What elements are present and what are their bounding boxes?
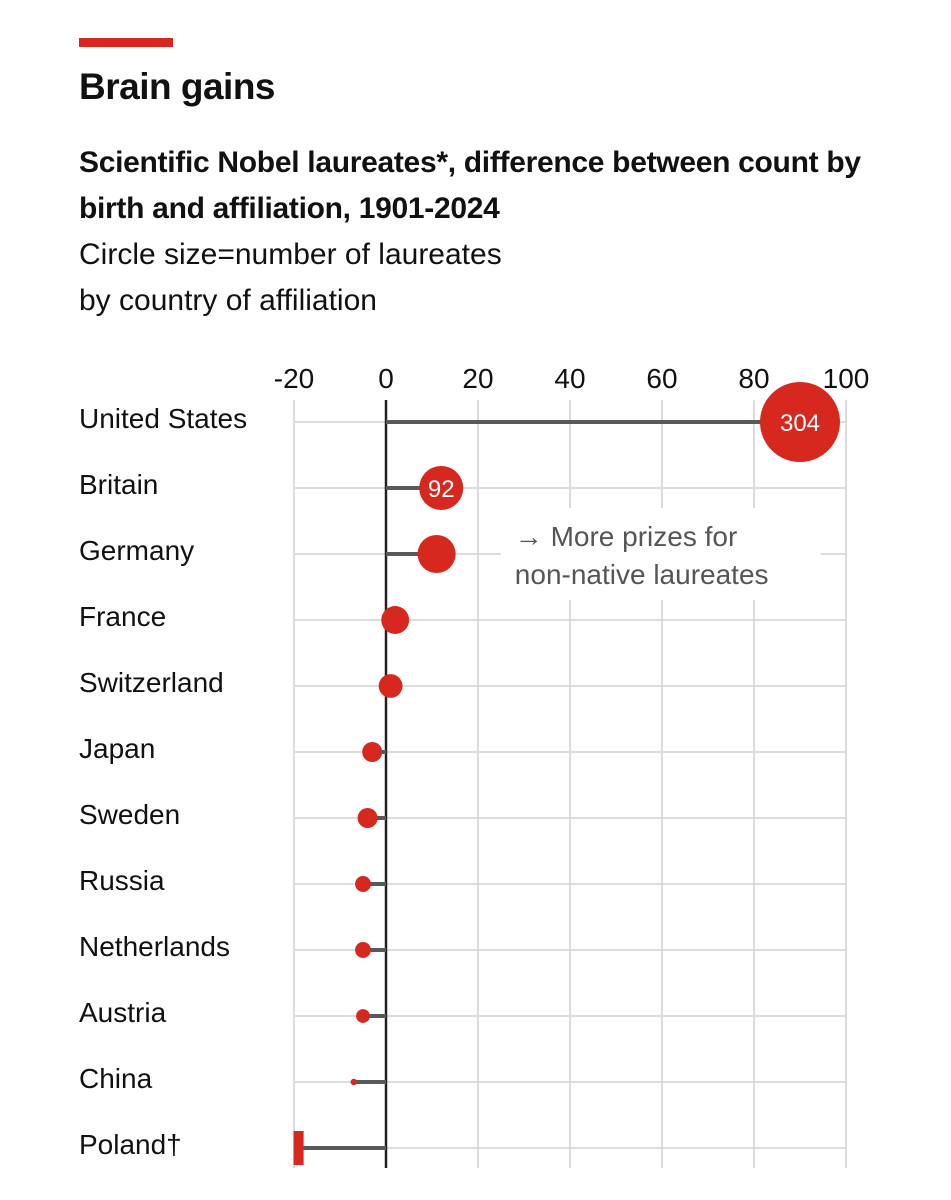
lollipop-circle [362, 742, 383, 762]
category-label: Netherlands [79, 931, 230, 962]
chart-title: Brain gains [79, 66, 276, 107]
chart-description: Circle size=number of laureates by count… [79, 232, 879, 324]
accent-bar [79, 38, 173, 47]
description-line-2: by country of affiliation [79, 284, 377, 317]
lollipop-bar-marker [293, 1131, 304, 1165]
lollipop-circle [356, 1009, 370, 1023]
category-label: Russia [79, 865, 165, 896]
x-tick-label: 40 [554, 363, 585, 394]
lollipop-circle [355, 942, 371, 958]
category-label: Switzerland [79, 667, 224, 698]
lollipop-circle [378, 674, 403, 698]
lollipop-circle [381, 606, 410, 634]
category-label: Japan [79, 733, 155, 764]
category-label: Britain [79, 469, 158, 500]
category-label: United States [79, 403, 247, 434]
annotation-line-2: non-native laureates [515, 559, 769, 590]
category-label: Poland† [79, 1129, 182, 1160]
x-tick-label: 60 [646, 363, 677, 394]
category-label: China [79, 1063, 153, 1094]
category-label: Sweden [79, 799, 180, 830]
data-label: 92 [428, 476, 455, 503]
x-tick-label: 80 [738, 363, 769, 394]
description-line-1: Circle size=number of laureates [79, 238, 502, 271]
category-label: France [79, 601, 166, 632]
x-tick-label: 0 [378, 363, 394, 394]
x-tick-label: -20 [274, 363, 314, 394]
category-label: Germany [79, 535, 194, 566]
lollipop-circle [350, 1078, 358, 1086]
lollipop-circle [355, 876, 371, 892]
annotation-background [500, 508, 821, 600]
data-label: 304 [780, 410, 820, 437]
annotation-line-1: → More prizes for [515, 521, 738, 552]
lollipop-circle [760, 382, 840, 462]
lollipop-circle [357, 808, 378, 828]
x-tick-label: 20 [462, 363, 493, 394]
lollipop-circle [419, 465, 464, 511]
lollipop-circle [417, 534, 456, 574]
x-tick-label: 100 [823, 363, 870, 394]
category-label: Austria [79, 997, 167, 1028]
chart-subtitle: Scientific Nobel laureates*, difference … [79, 146, 861, 225]
